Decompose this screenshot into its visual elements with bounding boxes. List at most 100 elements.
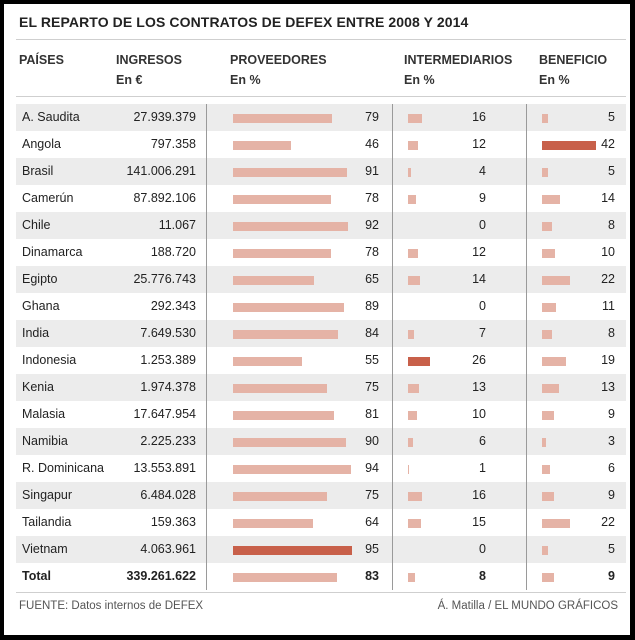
proveedores-bar <box>233 330 338 339</box>
beneficio-value: 5 <box>608 164 615 178</box>
beneficio-value: 10 <box>601 245 615 259</box>
intermediarios-value: 7 <box>479 326 486 340</box>
beneficio-bar <box>542 438 546 447</box>
table-row: Indonesia 1.253.389 55 26 19 <box>16 347 626 374</box>
table-row: Singapur 6.484.028 75 16 9 <box>16 482 626 509</box>
beneficio-value: 9 <box>608 488 615 502</box>
proveedores-bar <box>233 492 327 501</box>
column-separator <box>206 104 207 590</box>
country-label: Singapur <box>22 488 73 502</box>
beneficio-value: 9 <box>608 569 615 583</box>
beneficio-bar <box>542 222 553 231</box>
table-row: Camerún 87.892.106 78 9 14 <box>16 185 626 212</box>
intermediarios-value: 16 <box>472 488 486 502</box>
country-label: Kenia <box>22 380 54 394</box>
table-row: Dinamarca 188.720 78 12 10 <box>16 239 626 266</box>
country-label: Indonesia <box>22 353 77 367</box>
intermediarios-value: 0 <box>479 299 486 313</box>
intermediarios-bar <box>408 276 420 285</box>
header-paises: PAÍSES <box>19 50 64 70</box>
beneficio-value: 8 <box>608 326 615 340</box>
intermediarios-bar <box>408 168 412 177</box>
header-intermediarios: INTERMEDIARIOS En % <box>404 50 512 90</box>
intermediarios-bar <box>408 330 414 339</box>
ingresos-value: 1.974.378 <box>140 380 196 394</box>
ingresos-value: 188.720 <box>150 245 196 259</box>
beneficio-bar <box>542 465 550 474</box>
total-row: Total 339.261.622 83 8 9 <box>16 563 626 590</box>
ingresos-value: 1.253.389 <box>140 353 196 367</box>
proveedores-bar <box>233 438 346 447</box>
proveedores-value: 90 <box>365 434 379 448</box>
proveedores-bar <box>233 411 335 420</box>
proveedores-value: 95 <box>365 542 379 556</box>
proveedores-bar <box>233 357 302 366</box>
country-label: Namibia <box>22 434 68 448</box>
credit-note: Á. Matilla / EL MUNDO GRÁFICOS <box>437 600 618 612</box>
header-ingresos: INGRESOS En € <box>116 50 182 90</box>
proveedores-bar <box>233 276 315 285</box>
country-label: Vietnam <box>22 542 68 556</box>
intermediarios-value: 0 <box>479 218 486 232</box>
proveedores-value: 78 <box>365 191 379 205</box>
table-row: Vietnam 4.063.961 95 0 5 <box>16 536 626 563</box>
country-label: Egipto <box>22 272 58 286</box>
chart-title: EL REPARTO DE LOS CONTRATOS DE DEFEX ENT… <box>19 14 469 30</box>
beneficio-value: 8 <box>608 218 615 232</box>
beneficio-bar <box>542 519 571 528</box>
intermediarios-bar <box>408 249 419 258</box>
intermediarios-value: 12 <box>472 137 486 151</box>
intermediarios-value: 14 <box>472 272 486 286</box>
beneficio-bar <box>542 573 554 582</box>
proveedores-value: 81 <box>365 407 379 421</box>
beneficio-value: 19 <box>601 353 615 367</box>
beneficio-value: 14 <box>601 191 615 205</box>
proveedores-bar <box>233 384 327 393</box>
column-separator <box>392 104 393 590</box>
intermediarios-bar <box>408 519 421 528</box>
header-divider <box>16 96 626 97</box>
header-paises-label: PAÍSES <box>19 53 64 67</box>
beneficio-bar <box>542 276 571 285</box>
table-row: Brasil 141.006.291 91 4 5 <box>16 158 626 185</box>
country-label: India <box>22 326 50 340</box>
ingresos-value: 7.649.530 <box>140 326 196 340</box>
beneficio-bar <box>542 195 560 204</box>
table-row: Ghana 292.343 89 0 11 <box>16 293 626 320</box>
proveedores-bar <box>233 519 313 528</box>
intermediarios-bar <box>408 141 419 150</box>
title-divider <box>16 39 626 40</box>
proveedores-value: 65 <box>365 272 379 286</box>
table-row: Kenia 1.974.378 75 13 13 <box>16 374 626 401</box>
table-row: Tailandia 159.363 64 15 22 <box>16 509 626 536</box>
proveedores-value: 64 <box>365 515 379 529</box>
ingresos-value: 797.358 <box>150 137 196 151</box>
table-row: Egipto 25.776.743 65 14 22 <box>16 266 626 293</box>
proveedores-value: 84 <box>365 326 379 340</box>
table-row: Malasia 17.647.954 81 10 9 <box>16 401 626 428</box>
intermediarios-value: 15 <box>472 515 486 529</box>
intermediarios-value: 26 <box>472 353 486 367</box>
ingresos-value: 27.939.379 <box>133 110 196 124</box>
beneficio-bar <box>542 546 549 555</box>
ingresos-value: 2.225.233 <box>140 434 196 448</box>
proveedores-value: 78 <box>365 245 379 259</box>
header-proveedores-unit: En % <box>230 73 261 87</box>
intermediarios-bar <box>408 465 409 474</box>
intermediarios-bar <box>408 195 416 204</box>
proveedores-value: 75 <box>365 488 379 502</box>
country-label: Chile <box>22 218 51 232</box>
beneficio-bar <box>542 249 555 258</box>
beneficio-bar <box>542 411 554 420</box>
country-label: Ghana <box>22 299 60 313</box>
intermediarios-value: 4 <box>479 164 486 178</box>
proveedores-bar <box>233 249 331 258</box>
header-beneficio-label: BENEFICIO <box>539 53 608 67</box>
country-label: Malasia <box>22 407 66 421</box>
proveedores-value: 89 <box>365 299 379 313</box>
country-label: Brasil <box>22 164 54 178</box>
ingresos-value: 25.776.743 <box>133 272 196 286</box>
intermediarios-bar <box>408 411 417 420</box>
intermediarios-value: 9 <box>479 191 486 205</box>
beneficio-bar <box>542 303 557 312</box>
